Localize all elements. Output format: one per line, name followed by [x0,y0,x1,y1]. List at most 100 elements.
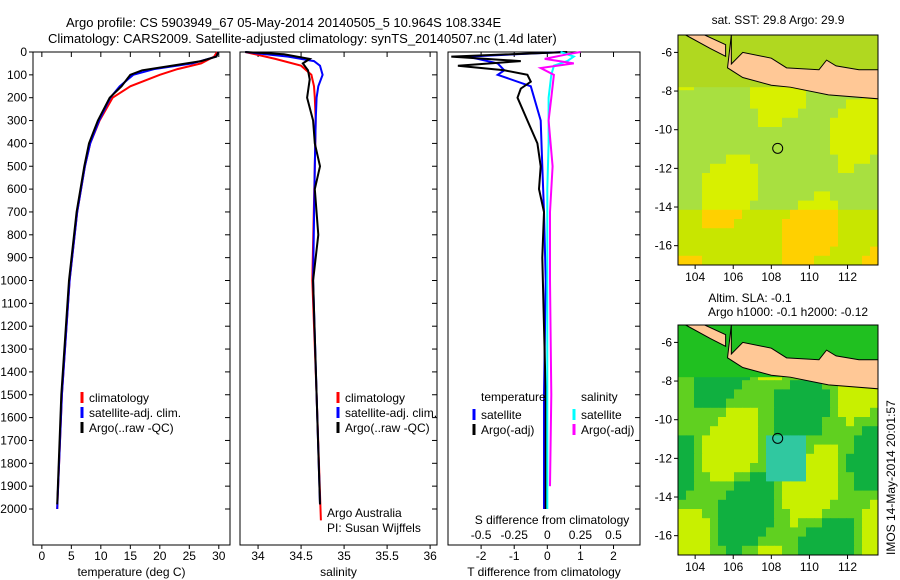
map-cell [766,108,775,119]
map-cell [822,136,831,146]
lat-tick-label: -14 [655,490,673,504]
map-cell [726,499,735,510]
legend-label: Argo(-adj) [481,423,534,437]
map-cell [822,527,831,538]
map-cell [830,509,839,519]
annotation-text: Argo Australia [327,506,402,520]
map-cell [694,108,703,119]
lat-tick-label: -8 [661,84,672,98]
map-cell [750,191,759,202]
map-cell [750,545,759,556]
map-cell [846,228,855,238]
map-cell [838,145,847,156]
map-cell [742,228,751,238]
lat-tick-label: -16 [655,529,673,543]
map-cell [694,463,703,473]
map-cell [822,173,831,183]
map-cell [790,453,799,464]
map-cell [854,463,863,473]
map-cell [782,182,791,192]
map-cell [694,398,703,409]
map-cell [750,527,759,538]
map-cell [702,117,711,128]
map-cell [830,209,839,220]
map-cell [750,389,759,400]
map-cell [774,90,783,100]
x-tick-label: 25 [183,549,197,563]
map-cell [838,499,847,510]
map-cell [870,237,879,248]
map-cell [846,398,855,409]
map-cell [830,463,839,473]
map-cell [726,246,735,257]
map-cell [766,173,775,183]
map-cell [782,426,791,436]
map-cell [742,255,751,266]
map-cell [870,398,879,409]
map-cell [734,435,743,446]
map-cell [702,527,711,538]
map-cell [726,490,735,501]
map-cell [782,453,791,464]
map-cell [702,518,711,528]
map-cell [742,237,751,248]
map-cell [726,173,735,183]
map-cell [798,453,807,464]
y-tick-label: 700 [7,205,27,219]
map-cell [814,117,823,128]
map-cell [702,108,711,119]
map-cell [694,545,703,556]
map-cell [774,219,783,229]
x-axis-label: salinity [320,565,357,579]
map-cell [750,426,759,436]
map-cell [702,435,711,446]
legend-label: Argo(-adj) [581,423,634,437]
map-cell [734,417,743,427]
map-cell [750,237,759,248]
x-tick-label: 20 [153,549,167,563]
map-cell [774,117,783,128]
map-cell [726,219,735,229]
map-cell [782,237,791,248]
map-cell [782,389,791,400]
map-cell [694,536,703,547]
map-cell [854,545,863,556]
map-cell [782,200,791,211]
map-cell [686,108,695,119]
map-cell [798,237,807,248]
map-cell [830,228,839,238]
map-cell [734,481,743,492]
map-cell [702,444,711,455]
map-cell [790,191,799,202]
map-cell [846,127,855,137]
map-cell [862,173,871,183]
map-cell [830,435,839,446]
map-cell [686,136,695,146]
series-temperature-argo-adj- [451,51,568,509]
map-cell [814,154,823,165]
map-cell [726,481,735,492]
map-cell [782,228,791,238]
map-cell [758,518,767,528]
map-cell [814,209,823,220]
map-cell [854,417,863,427]
map-cell [838,209,847,220]
map-cell [782,117,791,128]
map-cell [702,127,711,137]
map-cell [774,200,783,211]
map-cell [710,453,719,464]
map-cell [846,163,855,174]
map-cell [790,435,799,446]
map-cell [686,209,695,220]
series-argo-raw-qc- [56,51,220,505]
map-cell [726,527,735,538]
map-cell [830,173,839,183]
map-cell [862,99,871,110]
map-cell [686,182,695,192]
map-cell [862,182,871,192]
map-cell [766,426,775,436]
map-cell [774,490,783,501]
map-cell [742,509,751,519]
map-cell [774,127,783,137]
map-cell [854,509,863,519]
